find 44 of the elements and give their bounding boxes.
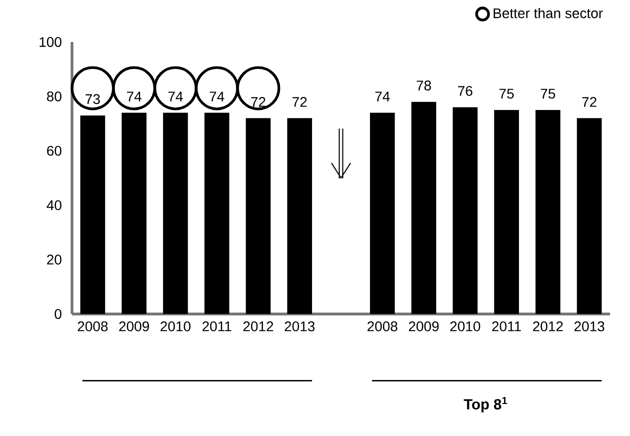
data-label: 73 [86, 94, 100, 104]
data-label: 72 [292, 97, 307, 107]
bar [80, 115, 106, 314]
bar [370, 112, 395, 314]
bar [452, 107, 478, 314]
y-tick-label: 20 [47, 254, 62, 265]
bar [122, 112, 146, 314]
y-tick-label: 80 [46, 91, 62, 102]
x-tick-label: 2011 [202, 321, 232, 332]
bar [287, 118, 312, 314]
y-tick-label: 60 [47, 146, 62, 156]
bar [246, 118, 271, 314]
data-label: 78 [416, 80, 431, 90]
x-tick-label: 2009 [119, 321, 149, 332]
bar [576, 118, 602, 314]
x-tick-label: 2013 [574, 321, 604, 332]
data-label: 72 [582, 97, 596, 107]
legend-label: Better than sector [494, 8, 603, 18]
bar [536, 110, 560, 314]
text: Top 8$^{1}$ [464, 396, 508, 412]
y-tick-label: 100 [40, 37, 62, 47]
data-label: 75 [499, 88, 514, 99]
x-tick-label: 2009 [408, 321, 439, 332]
x-tick-label: 2008 [78, 321, 108, 332]
bar [494, 110, 519, 314]
x-tick-label: 2010 [160, 321, 190, 332]
data-label: 74 [375, 92, 390, 102]
data-label: 72 [251, 97, 266, 107]
x-tick-label: 2008 [368, 321, 398, 332]
bar [204, 112, 230, 314]
y-tick-label: 40 [46, 200, 62, 210]
data-label: 74 [210, 92, 224, 102]
data-label: 74 [127, 92, 142, 102]
data-label: 75 [540, 88, 556, 99]
x-tick-label: 2012 [533, 321, 563, 332]
x-tick-label: 2013 [284, 321, 315, 332]
x-tick-label: 2012 [243, 321, 274, 332]
x-tick-label: 2011 [492, 321, 521, 332]
x-tick-label: 2010 [450, 321, 480, 332]
bar [163, 112, 188, 314]
data-label: 74 [168, 92, 183, 102]
bar [411, 102, 436, 314]
data-label: 76 [458, 86, 472, 96]
y-tick-label: 0 [54, 309, 62, 319]
